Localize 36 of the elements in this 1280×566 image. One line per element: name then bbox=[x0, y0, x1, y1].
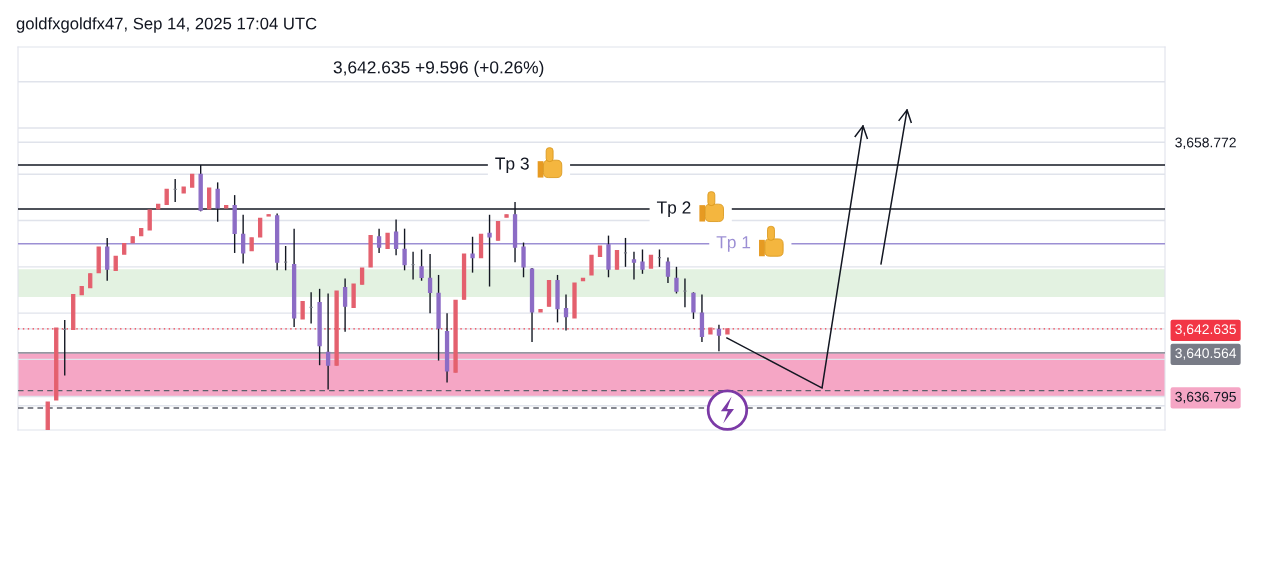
candlestick bbox=[674, 266, 679, 295]
candlestick bbox=[376, 227, 382, 254]
candlestick bbox=[257, 217, 263, 238]
candlestick bbox=[699, 293, 705, 343]
candlestick bbox=[589, 254, 594, 276]
y-tick-label: 3,658.772 bbox=[1175, 137, 1236, 150]
candlestick bbox=[716, 324, 722, 353]
candlestick bbox=[393, 218, 399, 256]
candlestick bbox=[563, 293, 569, 332]
chart-title: goldfxgoldfx47, Sep 14, 2025 17:04 UTC bbox=[16, 17, 317, 33]
candlestick bbox=[207, 187, 212, 210]
candlestick bbox=[665, 256, 671, 284]
candlestick bbox=[402, 227, 407, 272]
ref-line-label: Tp 2 bbox=[656, 201, 691, 218]
candlestick bbox=[487, 214, 492, 288]
candlestick bbox=[419, 248, 424, 282]
candlestick bbox=[351, 283, 356, 309]
candlestick bbox=[521, 241, 526, 278]
y-tick-label: 3,636.795 bbox=[1175, 391, 1236, 404]
candlestick bbox=[325, 292, 331, 391]
candlestick bbox=[105, 237, 110, 282]
candlestick bbox=[614, 249, 620, 270]
candlestick bbox=[240, 214, 246, 265]
annotation: 3,642.635 +9.596 (+0.26%) bbox=[333, 60, 544, 77]
ref-line-label: Tp 1 bbox=[716, 236, 751, 252]
candlestick bbox=[640, 248, 645, 275]
candlestick bbox=[427, 253, 433, 314]
candlestick bbox=[691, 291, 696, 320]
y-tick-label: 3,642.635 bbox=[1175, 324, 1236, 336]
y-tick-label: 3,640.564 bbox=[1175, 348, 1237, 360]
candlestick bbox=[631, 251, 637, 281]
candlestick bbox=[342, 277, 348, 333]
ref-line-label: Tp 3 bbox=[495, 157, 529, 174]
candlestick bbox=[495, 221, 501, 241]
candlestick bbox=[478, 233, 484, 259]
candlestick bbox=[470, 236, 475, 274]
